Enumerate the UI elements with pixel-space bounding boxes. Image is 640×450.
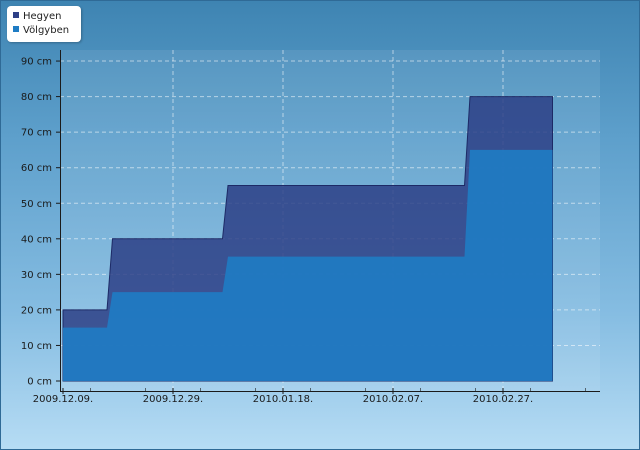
y-tick-label: 70 cm [21, 128, 52, 139]
y-tick-label: 50 cm [21, 199, 52, 210]
y-tick-label: 40 cm [21, 234, 52, 245]
y-tick-label: 30 cm [21, 270, 52, 281]
y-tick-label: 60 cm [21, 163, 52, 174]
x-tick-label: 2009.12.09. [33, 394, 93, 405]
y-tick-label: 0 cm [27, 377, 52, 388]
area-series-v-lgyben [63, 149, 553, 381]
legend-swatch-volgyben [13, 26, 19, 32]
x-axis-ticks: 2009.12.09. 2009.12.29. 2010.01.18. 2010.02… [33, 388, 586, 405]
legend-item-hegyen: Hegyen [13, 10, 61, 24]
legend-label-hegyen: Hegyen [23, 11, 62, 22]
legend-item-volgyben: Völgyben [13, 24, 69, 38]
y-tick-label: 90 cm [21, 57, 52, 68]
y-tick-label: 20 cm [21, 305, 52, 316]
y-axis-ticks: 0 cm 10 cm 20 cm 30 cm 40 cm 50 cm 60 cm 70 cm 8… [21, 57, 60, 388]
y-tick-label: 10 cm [21, 341, 52, 352]
y-tick-label: 80 cm [21, 92, 52, 103]
x-tick-label: 2010.01.18. [253, 394, 313, 405]
legend-swatch-hegyen [13, 12, 19, 18]
x-tick-label: 2010.02.07. [363, 394, 423, 405]
x-tick-label: 2009.12.29. [143, 394, 203, 405]
x-tick-label: 2010.02.27. [473, 394, 533, 405]
legend-label-volgyben: Völgyben [23, 25, 70, 36]
axes [60, 50, 600, 392]
legend: Hegyen Völgyben [7, 6, 81, 42]
series-areas [62, 96, 553, 382]
